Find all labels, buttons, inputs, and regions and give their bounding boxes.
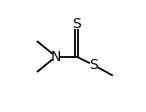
Text: S: S — [72, 17, 81, 31]
Text: N: N — [51, 50, 61, 64]
Text: S: S — [89, 58, 98, 72]
